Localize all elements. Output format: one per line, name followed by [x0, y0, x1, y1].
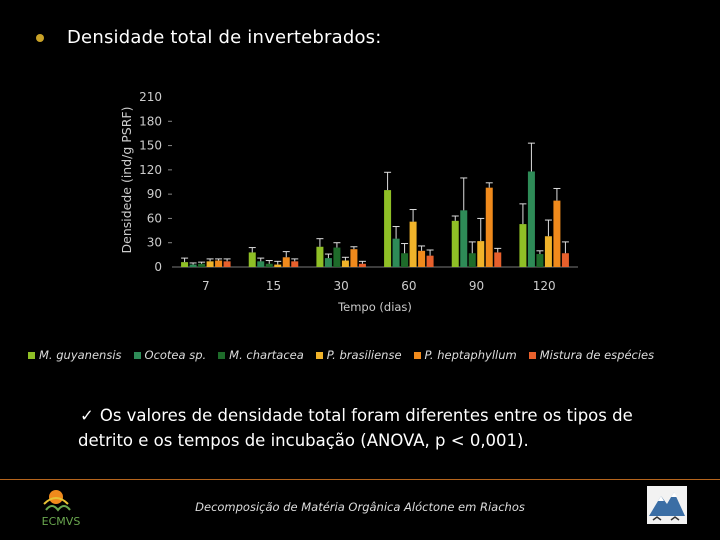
legend-item: M. chartacea — [218, 348, 304, 362]
legend-item: Mistura de espécies — [528, 348, 655, 362]
bar — [324, 258, 332, 267]
slide-heading: Densidade total de invertebrados: — [67, 27, 382, 48]
bar — [198, 263, 206, 267]
legend-label: M. guyanensis — [39, 348, 122, 362]
bar — [350, 249, 358, 267]
bar — [291, 261, 299, 267]
legend-swatch — [413, 351, 421, 359]
bar — [460, 210, 468, 267]
legend-label: P. heptaphyllum — [424, 348, 517, 362]
y-tick-label: 30 — [147, 236, 162, 250]
bar — [248, 252, 256, 267]
chart-legend: M. guyanensis Ocotea sp. M. chartacea P. br… — [28, 348, 666, 362]
bar — [341, 260, 349, 267]
footer-divider — [0, 479, 720, 480]
bar — [418, 250, 426, 267]
bar — [544, 236, 552, 267]
legend-label: Mistura de espécies — [539, 348, 655, 362]
density-bar-chart: Densidede (ind/g PSRF) Tempo (dias) 0 30 6… — [119, 90, 578, 314]
bar — [282, 257, 290, 267]
checkmark-icon: ✓ — [80, 406, 94, 425]
x-tick-label: 60 — [401, 279, 416, 293]
bar — [206, 261, 214, 267]
x-tick-label: 90 — [469, 279, 484, 293]
x-tick-label: 30 — [334, 279, 349, 293]
bar — [181, 262, 189, 267]
result-note-text: Os valores de densidade total foram dife… — [78, 406, 633, 450]
legend-swatch — [28, 351, 35, 359]
bar — [189, 264, 197, 267]
y-tick-label: 120 — [139, 163, 162, 177]
bar — [494, 252, 502, 267]
y-tick-label: 210 — [139, 90, 162, 104]
mountain-logo — [647, 486, 687, 524]
legend-swatch — [218, 351, 226, 359]
bar — [316, 246, 324, 267]
legend-item: M. guyanensis — [28, 348, 122, 362]
bar — [401, 253, 409, 267]
legend-item: P. brasiliense — [315, 348, 402, 362]
y-tick-label: 90 — [147, 187, 162, 201]
legend-label: M. chartacea — [229, 348, 304, 362]
bar — [536, 254, 544, 267]
bar — [274, 264, 282, 267]
y-axis-label: Densidede (ind/g PSRF) — [119, 107, 134, 254]
legend-item: P. heptaphyllum — [413, 348, 517, 362]
y-tick-label: 0 — [154, 260, 162, 274]
legend-swatch — [133, 351, 141, 359]
bar — [553, 200, 561, 267]
y-tick-label: 180 — [139, 114, 162, 128]
legend-swatch — [528, 351, 536, 359]
plot-area: 0 30 60 90 120 150 180 210 7 15 30 60 90 120 — [139, 90, 578, 293]
legend-label: Ocotea sp. — [144, 348, 207, 362]
legend-swatch — [315, 351, 323, 359]
bar — [477, 241, 485, 267]
bar — [468, 253, 476, 267]
bar — [215, 260, 223, 267]
result-note: ✓ Os valores de densidade total foram dif… — [78, 403, 678, 453]
ecmvs-logo: ECMVS — [42, 490, 81, 528]
bar — [392, 238, 400, 267]
x-tick-label: 120 — [533, 279, 556, 293]
bar — [519, 224, 527, 267]
bar — [409, 221, 417, 267]
logo-left-text: ECMVS — [42, 515, 81, 528]
bar — [527, 171, 535, 267]
bar — [451, 220, 459, 267]
x-axis-label: Tempo (dias) — [337, 300, 412, 314]
y-tick-label: 60 — [147, 211, 162, 225]
bar — [257, 261, 265, 267]
footer-text: Decomposição de Matéria Orgânica Alócton… — [195, 500, 525, 514]
bullet-dot — [36, 34, 44, 42]
x-tick-label: 7 — [202, 279, 210, 293]
legend-item: Ocotea sp. — [133, 348, 207, 362]
bar — [485, 187, 493, 267]
bar — [265, 263, 273, 267]
bar — [333, 247, 341, 267]
bar — [426, 255, 434, 267]
bar — [384, 190, 392, 267]
y-tick-label: 150 — [139, 139, 162, 153]
x-tick-label: 15 — [266, 279, 281, 293]
bar — [223, 261, 231, 267]
bar — [561, 253, 569, 267]
legend-label: P. brasiliense — [326, 348, 402, 362]
bar — [358, 263, 366, 267]
